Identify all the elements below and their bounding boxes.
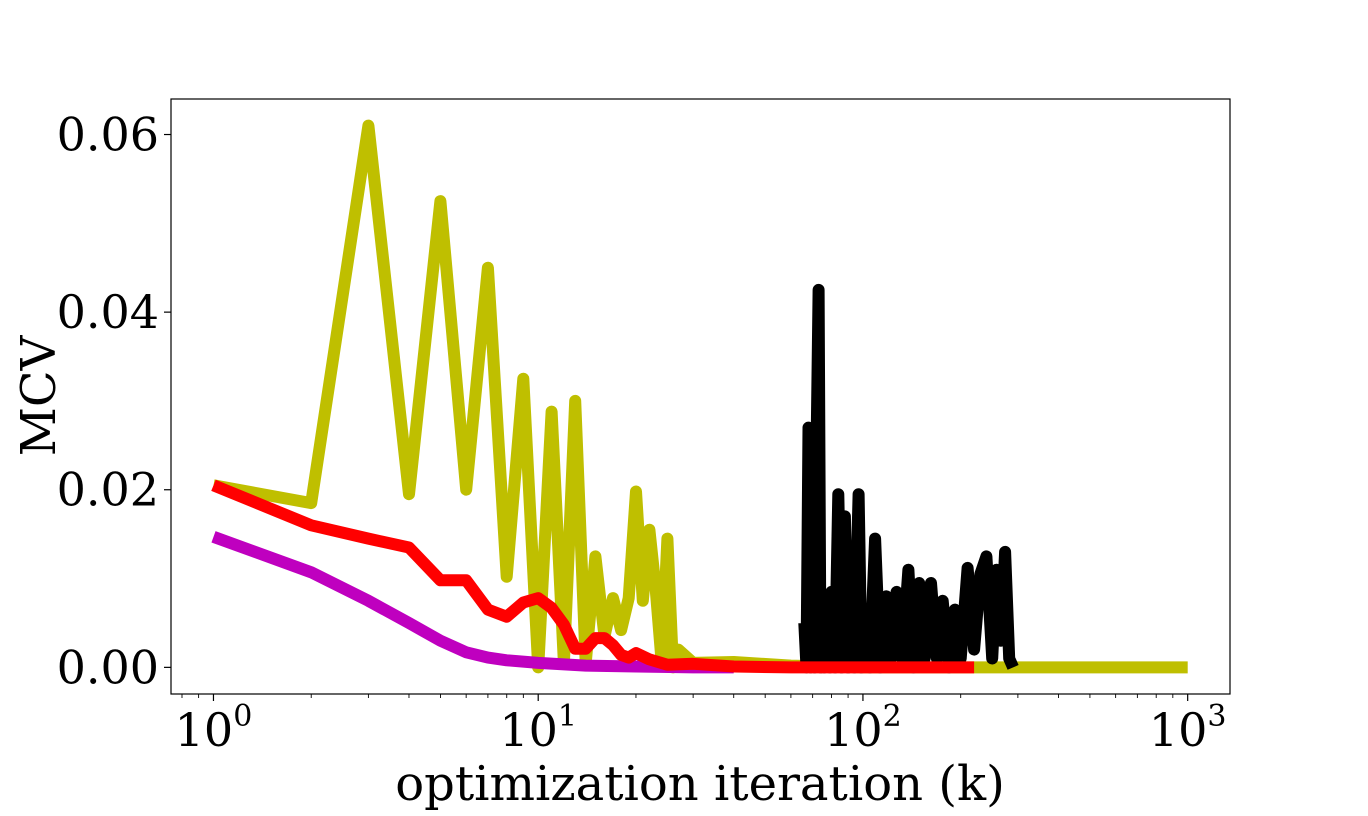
y-tick-label: 0.04 xyxy=(57,285,159,339)
series-line-1 xyxy=(212,119,1188,674)
x-axis-label: optimization iteration (k) xyxy=(395,756,1005,812)
y-tick-label: 0.02 xyxy=(57,463,159,517)
series-line-4 xyxy=(211,479,975,674)
series-line-3 xyxy=(798,283,1019,674)
y-tick-label: 0.00 xyxy=(57,640,159,694)
x-tick-label: 100 xyxy=(175,699,253,757)
x-axis: 100 101 102 103 xyxy=(175,694,1227,757)
series-layer xyxy=(211,119,1188,674)
plot-frame xyxy=(170,98,1231,695)
y-axis: 0.00 0.02 0.04 0.06 xyxy=(57,108,171,694)
y-axis-label: MCV xyxy=(11,334,67,456)
x-tick-label: 102 xyxy=(824,699,902,757)
x-tick-label: 103 xyxy=(1149,699,1227,757)
x-tick-label: 101 xyxy=(499,699,577,757)
y-tick-label: 0.06 xyxy=(57,108,159,162)
series-line-2 xyxy=(211,531,734,674)
